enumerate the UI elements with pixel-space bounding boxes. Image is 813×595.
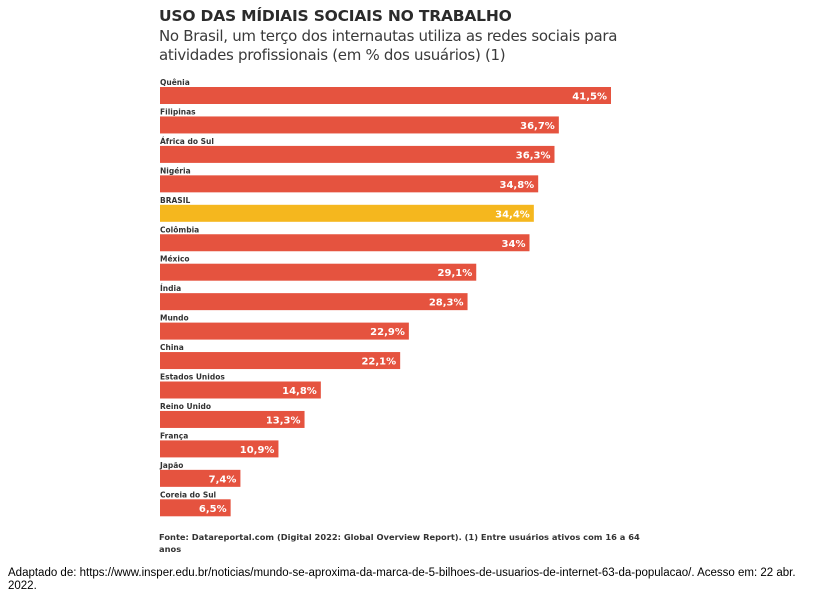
value-label: 28,3%	[429, 298, 464, 309]
bar	[160, 116, 559, 134]
category-label: Mundo	[160, 314, 189, 323]
category-label: Índia	[160, 284, 181, 293]
bar	[160, 410, 305, 428]
bar-row: China 22,1%	[160, 343, 401, 370]
bar-row: Estados Unidos 14,8%	[160, 373, 321, 399]
bar-row: Filipinas 36,7%	[160, 107, 559, 134]
bar-row: França 10,9%	[160, 431, 279, 458]
bar-row: Coreia do Sul 6,5%	[160, 490, 231, 517]
bar-row: Nigéria 34,8%	[160, 166, 539, 193]
bar-row: México 29,1%	[160, 255, 477, 281]
value-label: 34,4%	[495, 209, 530, 220]
bar	[160, 145, 555, 163]
bar-row: Colômbia 34%	[160, 225, 530, 252]
value-label: 41,5%	[572, 92, 607, 103]
bar	[160, 499, 231, 517]
value-label: 34,8%	[499, 180, 534, 191]
bar-row: Quênia 41,5%	[160, 78, 611, 104]
value-label: 34%	[502, 239, 526, 250]
value-label: 22,9%	[370, 327, 405, 338]
bar-row: Japão 7,4%	[159, 461, 241, 487]
value-label: 22,1%	[361, 357, 396, 368]
value-label: 29,1%	[438, 268, 473, 279]
category-label: Nigéria	[160, 166, 191, 175]
bar-row: África do Sul 36,3%	[160, 137, 555, 163]
value-label: 7,4%	[209, 474, 237, 485]
bar-row: Mundo 22,9%	[160, 314, 409, 340]
category-label: Quênia	[160, 78, 190, 87]
category-label: Estados Unidos	[160, 373, 225, 382]
value-label: 10,9%	[240, 445, 275, 456]
value-label: 6,5%	[199, 504, 227, 515]
bar	[160, 234, 530, 252]
value-label: 36,3%	[516, 150, 551, 161]
category-label: França	[160, 431, 188, 440]
value-label: 13,3%	[266, 415, 301, 426]
category-label: China	[160, 343, 184, 352]
bar	[160, 469, 241, 487]
category-label: África do Sul	[160, 137, 214, 146]
chart-subtitle: No Brasil, um terço dos internautas util…	[159, 27, 618, 64]
bar	[160, 87, 611, 104]
bar	[160, 293, 468, 311]
category-label: Reino Unido	[160, 402, 211, 411]
bar	[160, 440, 279, 458]
category-label: Coreia do Sul	[160, 490, 216, 499]
bar	[160, 352, 401, 370]
value-label: 14,8%	[282, 386, 317, 397]
bar-chart: Quênia 41,5% Filipinas 36,7% África do Sul 36…	[159, 78, 611, 517]
bar	[160, 175, 539, 193]
chart-source-note: Fonte: Datareportal.com (Digital 2022: G…	[159, 532, 640, 554]
bar-row: BRASIL 34,4%	[160, 196, 534, 222]
bar	[160, 381, 321, 399]
credit-text: Adaptado de: https://www.insper.edu.br/n…	[8, 567, 796, 592]
bar	[160, 322, 409, 340]
category-label: Japão	[159, 461, 183, 470]
bar-row: Reino Unido 13,3%	[160, 402, 305, 428]
bar-row: Índia 28,3%	[160, 284, 468, 311]
bar	[160, 204, 534, 222]
category-label: México	[160, 255, 190, 264]
category-label: Colômbia	[160, 225, 199, 234]
category-label: Filipinas	[160, 107, 196, 116]
category-label: BRASIL	[160, 196, 190, 205]
value-label: 36,7%	[520, 121, 555, 132]
bar	[160, 263, 477, 281]
chart-title: USO DAS MÍDIAIS SOCIAIS NO TRABALHO	[159, 7, 512, 25]
